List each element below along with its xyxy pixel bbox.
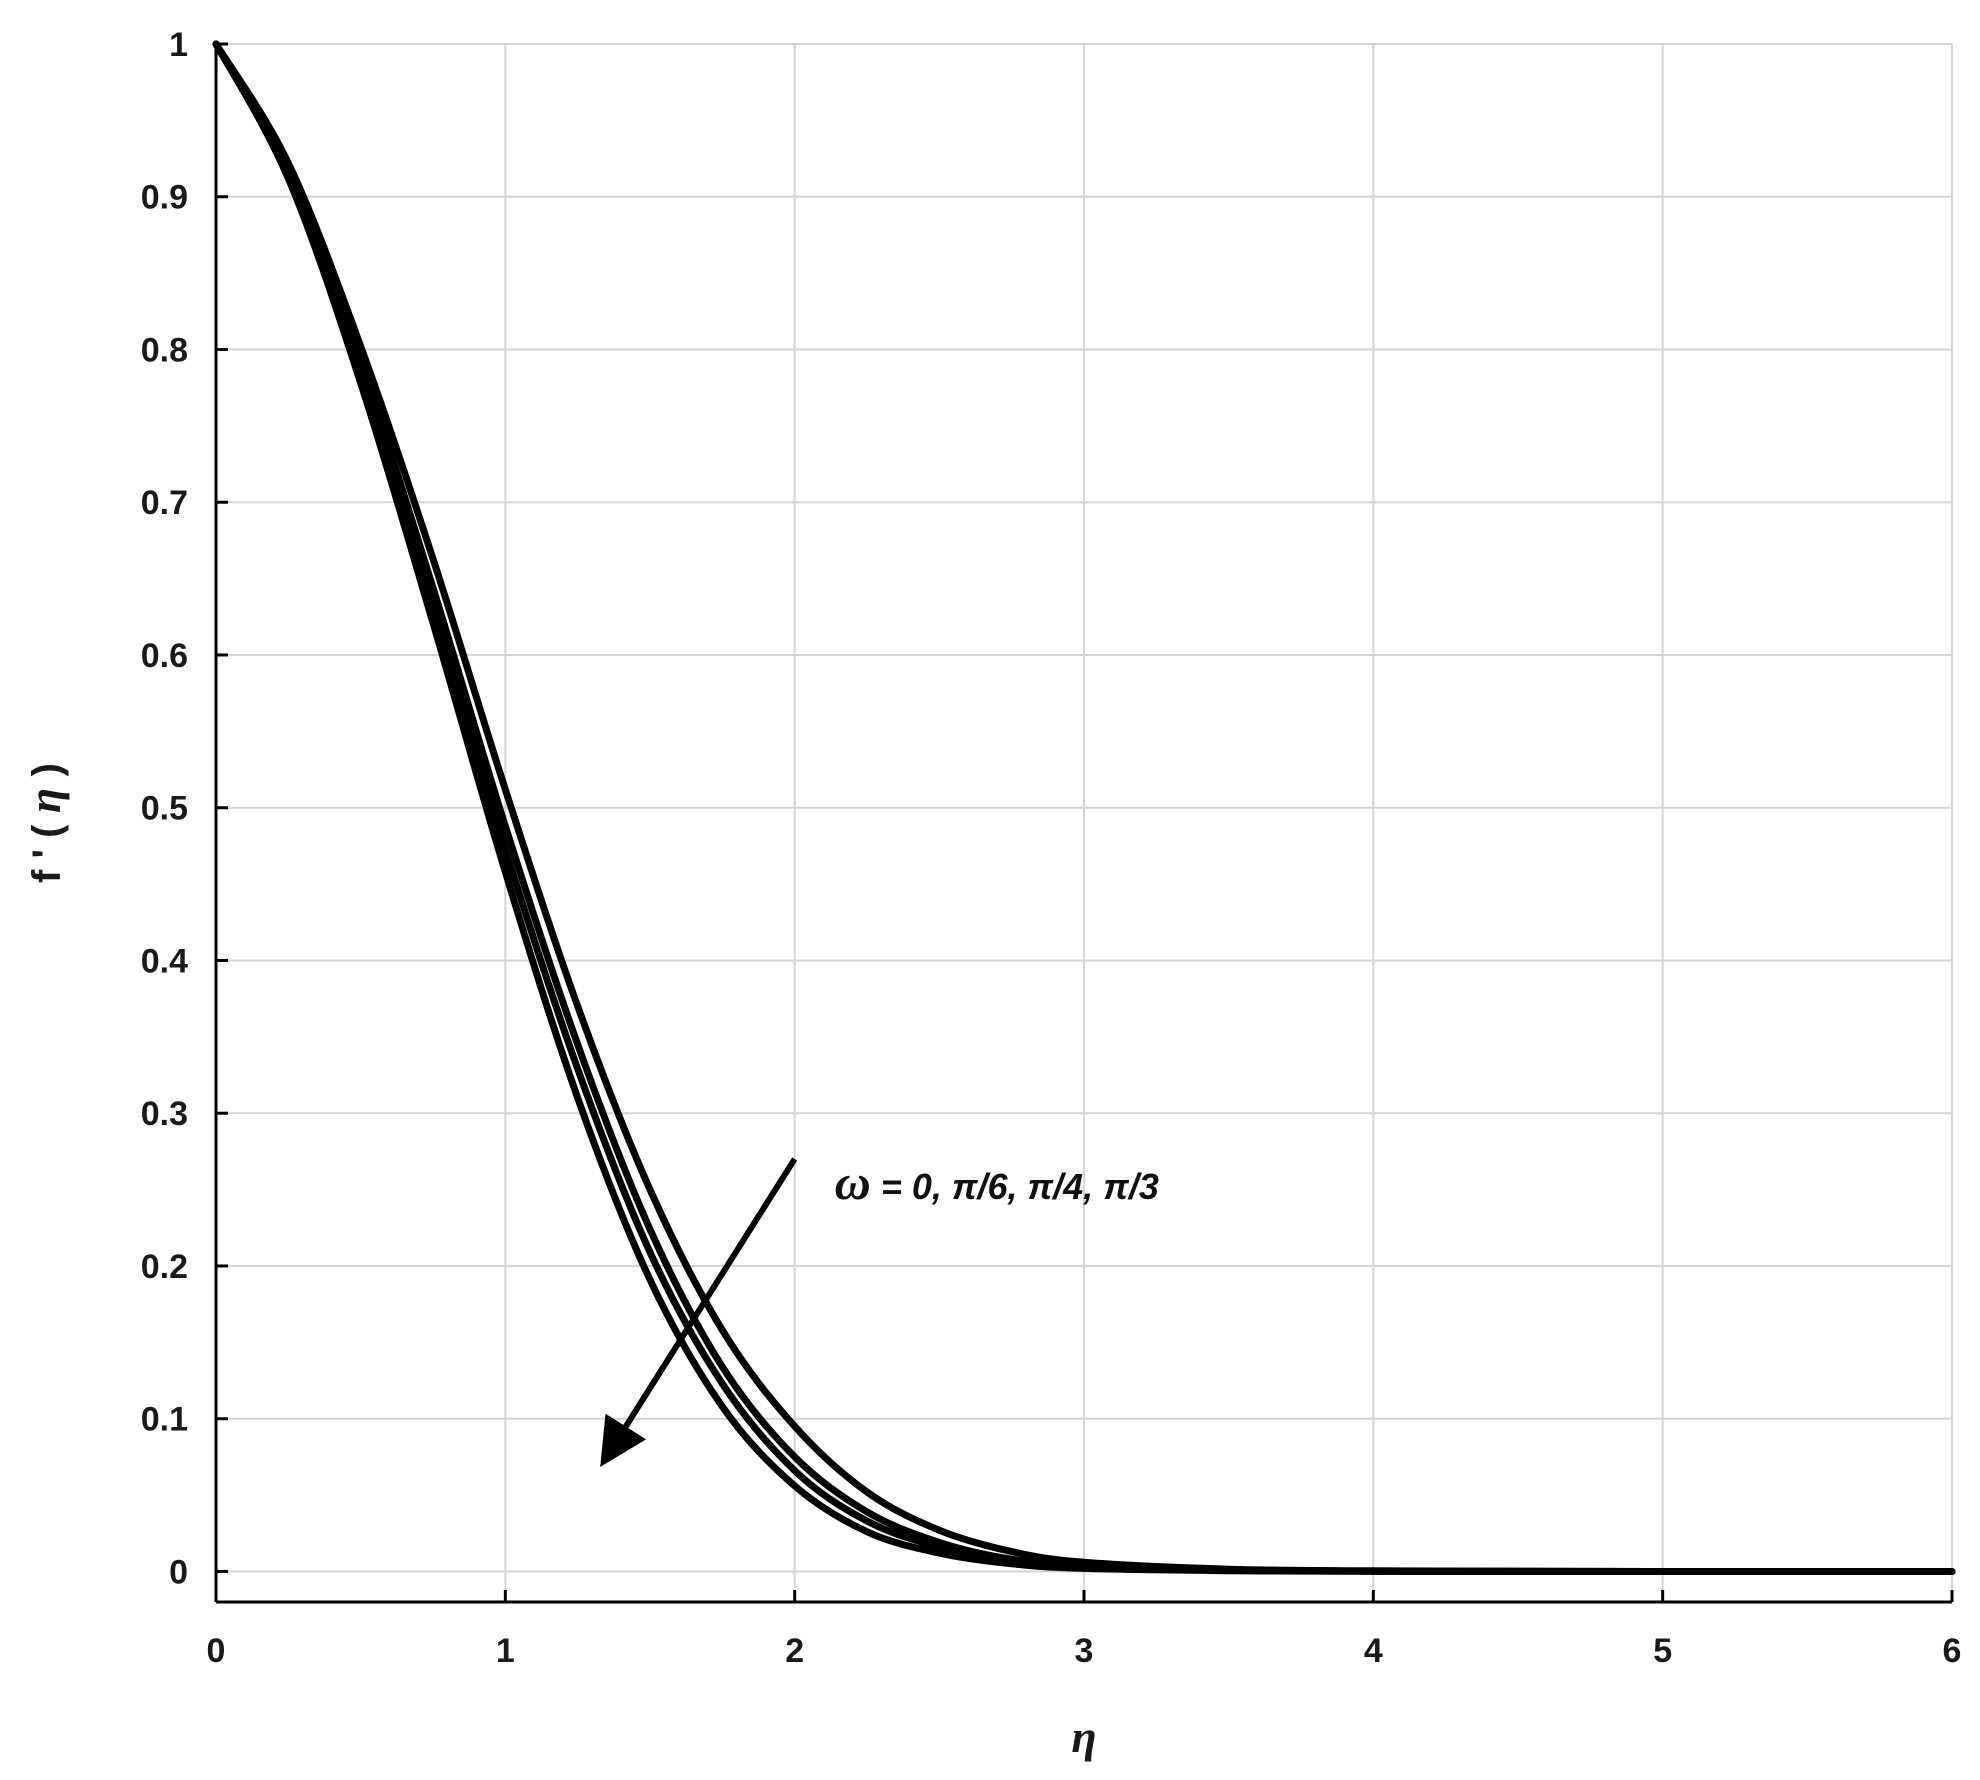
y-axis-label-prefix: f ' ( (25, 824, 69, 883)
annotation-symbol: ω (835, 1154, 871, 1210)
annotation-values: = 0, π/6, π/4, π/3 (871, 1166, 1159, 1207)
annotation-arrow (600, 1157, 798, 1468)
y-tick-label: 0 (169, 1553, 188, 1591)
y-tick-label: 0.8 (141, 331, 188, 369)
x-tick-label: 6 (1943, 1632, 1962, 1670)
x-tick-label: 3 (1075, 1632, 1094, 1670)
tick-labels: 0 1 2 3 4 5 6 0 0.1 0.2 0.3 0.4 0.5 0.6 0.7 0.8 0.9 1 (141, 26, 1962, 1670)
x-tick-label: 5 (1653, 1632, 1672, 1670)
y-tick-label: 0.7 (141, 484, 188, 522)
annotation: ω = 0, π/6, π/4, π/3 (600, 1154, 1159, 1468)
x-tick-label: 1 (496, 1632, 515, 1670)
x-tick-label: 4 (1364, 1632, 1383, 1670)
series-lines (212, 40, 1956, 1576)
y-tick-label: 0.3 (141, 1095, 188, 1133)
y-tick-label: 1 (169, 26, 188, 64)
series-line-4 (212, 40, 1956, 1576)
grid (216, 43, 1953, 1602)
y-axis-label: f ' ( η ) (19, 763, 70, 883)
y-tick-label: 0.4 (141, 942, 188, 980)
x-tick-label: 0 (207, 1632, 226, 1670)
x-tick-label: 2 (785, 1632, 804, 1670)
y-tick-label: 0.5 (141, 790, 188, 828)
y-tick-label: 0.1 (141, 1401, 188, 1439)
x-axis-label: η (1071, 1711, 1096, 1762)
annotation-text: ω = 0, π/6, π/4, π/3 (835, 1154, 1159, 1210)
y-tick-label: 0.6 (141, 637, 188, 675)
y-tick-label: 0.2 (141, 1248, 188, 1286)
y-axis-label-symbol: η (19, 788, 70, 813)
axes (214, 42, 1954, 1604)
y-axis-label-suffix: ) (25, 763, 69, 776)
y-tick-label: 0.9 (141, 179, 188, 217)
